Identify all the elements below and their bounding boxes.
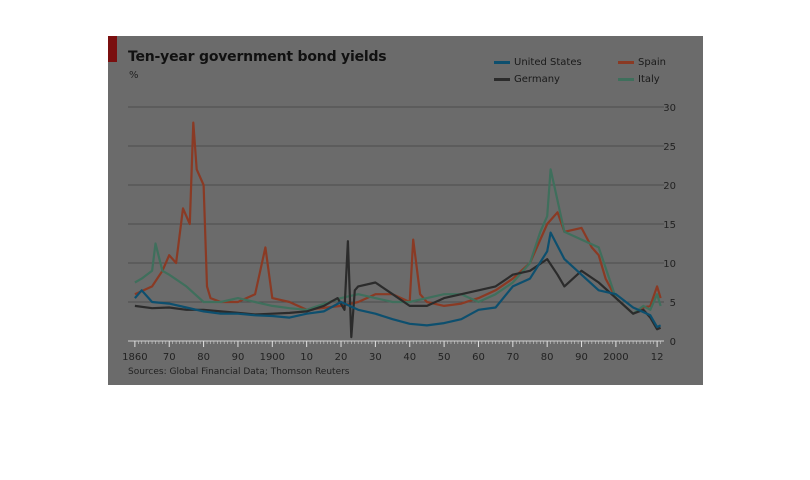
y-tick-label-5: 5 <box>670 298 676 309</box>
x-tick-label-2000: 2000 <box>603 352 628 363</box>
series-line-germany <box>134 240 662 339</box>
legend-label-united-states: United States <box>514 57 582 68</box>
series-line-italy <box>134 168 662 315</box>
x-tick-label-2012: 12 <box>651 352 664 363</box>
unit-label: % <box>129 70 139 81</box>
x-tick-label-1880: 80 <box>197 352 210 363</box>
x-tick-label-1910: 10 <box>300 352 313 363</box>
x-tick-label-1920: 20 <box>335 352 348 363</box>
y-tick-label-0: 0 <box>670 337 676 348</box>
legend-label-germany: Germany <box>514 74 560 85</box>
legend-swatch-germany <box>494 78 510 81</box>
x-tick-label-1990: 90 <box>575 352 588 363</box>
legend-swatch-italy <box>618 78 634 81</box>
y-tick-label-30: 30 <box>663 103 676 114</box>
x-tick-label-1980: 80 <box>541 352 554 363</box>
x-tick-label-1960: 60 <box>472 352 485 363</box>
x-tick-label-1870: 70 <box>163 352 176 363</box>
x-tick-label-1890: 90 <box>232 352 245 363</box>
y-tick-label-10: 10 <box>663 259 676 270</box>
legend-item-germany: Germany <box>494 74 560 85</box>
x-tick-label-1930: 30 <box>369 352 382 363</box>
x-tick-label-1950: 50 <box>438 352 451 363</box>
y-tick-label-20: 20 <box>663 181 676 192</box>
legend-label-spain: Spain <box>638 57 666 68</box>
plot-area: 0 5 10 15 20 25 30 1860 70 80 90 1900 10 20 30 40 50 60 70… <box>122 103 676 363</box>
y-tick-label-25: 25 <box>663 142 676 153</box>
legend-item-italy: Italy <box>618 74 660 85</box>
x-tick-label-1940: 40 <box>403 352 416 363</box>
x-tick-label-1970: 70 <box>506 352 519 363</box>
brand-tab <box>108 36 117 62</box>
legend-item-spain: Spain <box>618 57 666 68</box>
y-tick-label-15: 15 <box>663 220 676 231</box>
series-line-united-states <box>134 231 662 329</box>
legend-swatch-united-states <box>494 61 510 64</box>
chart-source: Sources: Global Financial Data; Thomson … <box>128 367 350 377</box>
x-tick-label-1860: 1860 <box>122 352 147 363</box>
x-tick-label-1900: 1900 <box>260 352 285 363</box>
legend-swatch-spain <box>618 61 634 64</box>
chart-panel: Ten-year government bond yields % United… <box>108 36 703 385</box>
chart-title: Ten-year government bond yields <box>128 49 387 65</box>
legend-item-united-states: United States <box>494 57 582 68</box>
legend-label-italy: Italy <box>638 74 660 85</box>
series-line-spain <box>134 121 662 315</box>
